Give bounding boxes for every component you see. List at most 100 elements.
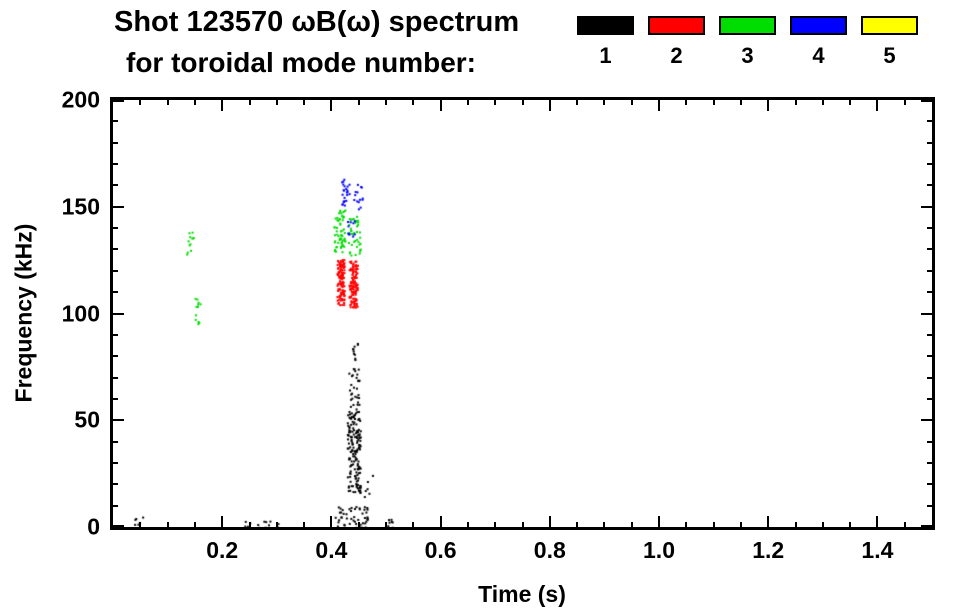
axis-tick	[113, 142, 118, 144]
axis-tick	[249, 100, 251, 105]
axis-tick	[113, 525, 124, 527]
axis-tick	[194, 522, 196, 527]
x-tick-label: 0.2	[206, 537, 239, 563]
axis-tick	[876, 516, 878, 527]
axis-tick	[113, 120, 118, 122]
axis-tick	[876, 100, 878, 111]
y-tick-label: 200	[61, 86, 100, 113]
axis-tick	[113, 462, 118, 464]
axis-tick	[467, 522, 469, 527]
axis-tick	[603, 522, 605, 527]
legend-label-mode1: 1	[599, 43, 612, 68]
axis-tick	[113, 248, 118, 250]
legend-swatch-mode2	[648, 16, 705, 35]
axis-tick	[113, 206, 124, 208]
axis-tick	[927, 334, 932, 336]
legend-entry: 2	[648, 16, 705, 69]
axis-tick	[494, 100, 496, 105]
axis-tick	[113, 100, 124, 102]
axis-tick	[440, 516, 442, 527]
axis-tick	[921, 206, 932, 208]
axis-tick	[303, 100, 305, 105]
axis-tick	[494, 522, 496, 527]
axis-tick	[740, 522, 742, 527]
axis-tick	[921, 525, 932, 527]
axis-tick	[927, 142, 932, 144]
legend-entry: 1	[577, 16, 634, 69]
axis-tick	[927, 227, 932, 229]
axis-tick	[467, 100, 469, 105]
axis-tick	[113, 377, 118, 379]
axis-tick	[549, 100, 551, 111]
axis-tick	[385, 100, 387, 105]
y-tick-label: 150	[61, 193, 100, 220]
legend-label-mode4: 4	[812, 43, 825, 68]
axis-tick	[113, 419, 124, 421]
axis-tick	[576, 522, 578, 527]
axis-tick	[740, 100, 742, 105]
x-axis-label: Time (s)	[478, 581, 566, 607]
axis-tick	[658, 516, 660, 527]
axis-tick	[795, 522, 797, 527]
axis-tick	[276, 522, 278, 527]
axis-tick	[113, 505, 118, 507]
x-tick-label: 1.0	[643, 537, 675, 563]
axis-tick	[113, 291, 118, 293]
y-tick-label: 0	[87, 513, 100, 540]
axis-tick	[713, 522, 715, 527]
axis-tick	[522, 522, 524, 527]
axis-tick	[921, 313, 932, 315]
axis-tick	[927, 483, 932, 485]
legend: 1 2 3 4 5	[577, 16, 918, 69]
axis-tick	[576, 100, 578, 105]
axis-tick	[167, 100, 169, 105]
axis-tick	[713, 100, 715, 105]
axis-tick	[113, 313, 124, 315]
axis-tick	[113, 227, 118, 229]
axis-tick	[685, 100, 687, 105]
axis-tick	[927, 398, 932, 400]
axis-tick	[113, 270, 118, 272]
axis-tick	[767, 100, 769, 111]
axis-tick	[927, 120, 932, 122]
axis-tick	[440, 100, 442, 111]
axis-tick	[685, 522, 687, 527]
x-tick-label: 1.4	[861, 537, 894, 563]
legend-entry: 5	[861, 16, 918, 69]
axis-tick	[927, 163, 932, 165]
x-tick-label: 1.2	[752, 537, 785, 563]
x-tick-label: 0.4	[315, 537, 348, 563]
axis-tick	[113, 163, 118, 165]
chart-title-line2: for toroidal mode number:	[126, 47, 476, 78]
axis-tick	[822, 100, 824, 105]
axis-tick	[927, 184, 932, 186]
axis-tick	[113, 441, 118, 443]
axis-tick	[330, 100, 332, 111]
axis-tick	[330, 516, 332, 527]
axis-tick	[113, 355, 118, 357]
x-tick-label: 0.6	[424, 537, 457, 563]
axis-tick	[927, 270, 932, 272]
axis-tick	[927, 462, 932, 464]
axis-tick	[631, 100, 633, 105]
y-tick-label: 50	[74, 406, 100, 433]
axis-tick	[412, 522, 414, 527]
chart-title-line1: Shot 123570 ωB(ω) spectrum	[114, 6, 520, 38]
legend-label-mode5: 5	[883, 43, 896, 68]
axis-tick	[927, 441, 932, 443]
axis-tick	[167, 522, 169, 527]
axis-tick	[849, 522, 851, 527]
axis-tick	[549, 516, 551, 527]
axis-tick	[822, 522, 824, 527]
axis-tick	[113, 184, 118, 186]
axis-tick	[221, 516, 223, 527]
legend-swatch-mode3	[719, 16, 776, 35]
legend-label-mode3: 3	[741, 43, 754, 68]
legend-swatch-mode1	[577, 16, 634, 35]
axis-tick	[921, 100, 932, 102]
axis-tick	[412, 100, 414, 105]
axis-tick	[795, 100, 797, 105]
axis-tick	[658, 100, 660, 111]
axis-tick	[113, 483, 118, 485]
